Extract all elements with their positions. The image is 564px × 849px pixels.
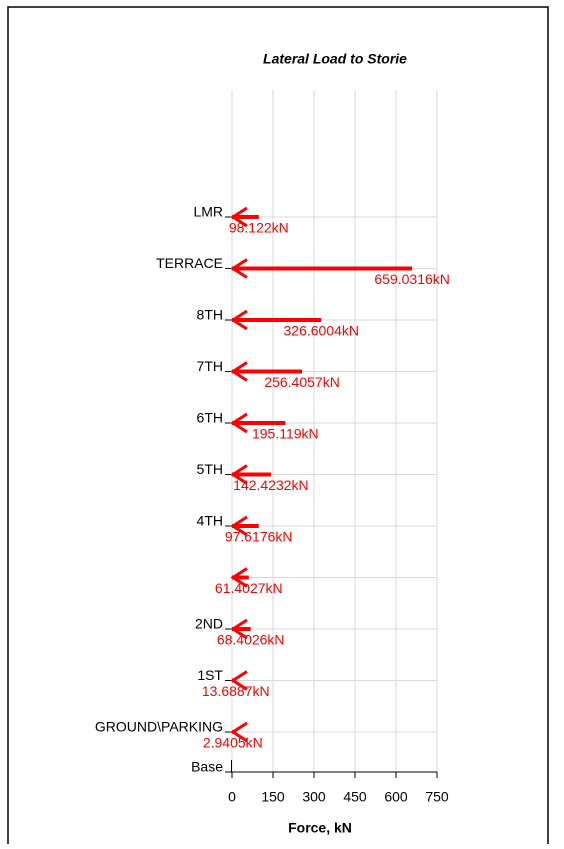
y-tick-label: 1ST [197,667,223,683]
arrow-head [230,309,248,331]
x-tick-label: 0 [228,789,236,805]
y-tick-label: 4TH [197,513,223,529]
arrow-head [230,670,248,691]
x-tick-label: 300 [302,789,326,805]
arrow-head [230,206,248,228]
arrow-head [230,567,248,588]
data-label: 97.6176kN [225,529,293,545]
arrow-head [230,618,248,640]
data-label: 68.4026kN [217,632,285,648]
data-label: 659.0316kN [374,271,450,287]
y-tick-label: Base [191,759,223,775]
arrow-head [230,412,248,434]
y-tick-label: LMR [193,204,223,220]
y-tick-label: GROUND\PARKING [95,719,223,735]
data-label: 326.6004kN [284,323,360,339]
y-tick-label: 6TH [197,410,223,426]
y-tick-label: 8TH [197,307,223,323]
data-label: 98.122kN [229,220,289,236]
x-tick-label: 450 [343,789,367,805]
arrow-head [230,721,248,743]
arrow-head [230,361,248,382]
arrow-head [230,464,248,485]
x-tick-label: 600 [384,789,408,805]
chart-title: Lateral Load to Storie [263,51,407,67]
data-label: 256.4057kN [264,374,340,390]
data-label: 61.4027kN [215,580,283,596]
data-label: 195.119kN [252,426,319,442]
data-label: 13.6887kN [202,683,270,699]
y-tick-label: 5TH [197,461,223,477]
data-label: 2.9405kN [203,735,263,751]
x-tick-label: 150 [261,789,285,805]
data-label: 142.4232kN [233,477,309,493]
y-tick-label: 2ND [195,616,223,632]
arrow-head [230,515,248,537]
y-tick-label: 7TH [197,358,223,374]
y-tick-label: TERRACE [156,255,223,271]
x-tick-label: 750 [425,789,449,805]
arrow-head [230,258,248,279]
frame [7,6,549,844]
x-axis-label: Force, kN [288,820,352,836]
